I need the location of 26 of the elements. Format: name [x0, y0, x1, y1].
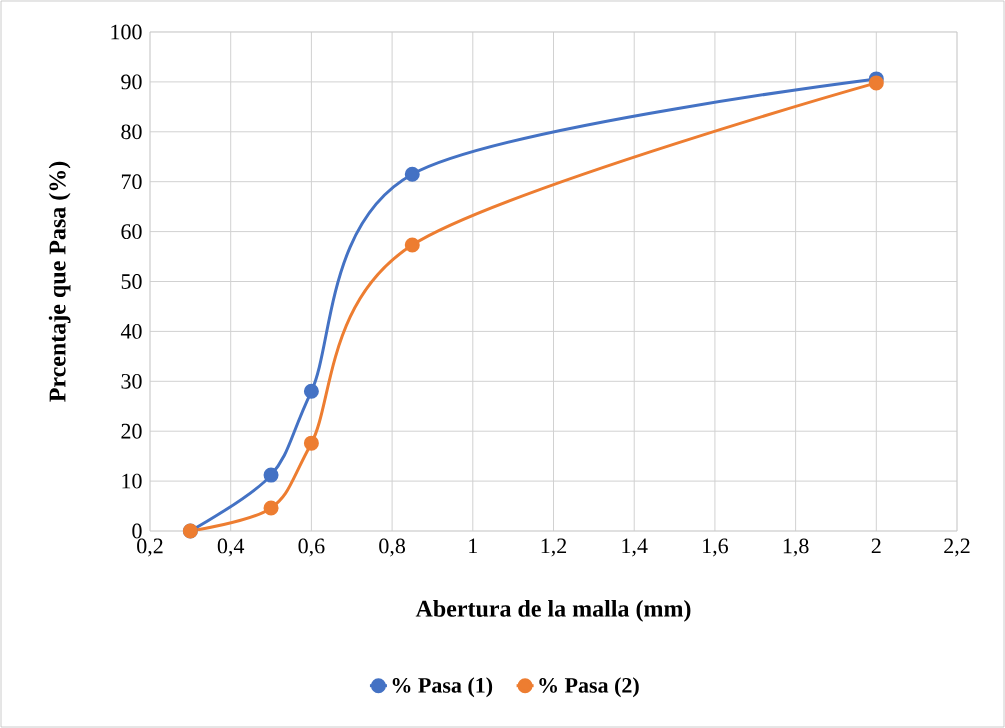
y-tick-label: 40 — [120, 323, 142, 339]
y-axis-title: Prcentaje que Pasa (%) — [48, 161, 71, 402]
x-tick-label: 2,2 — [944, 538, 970, 557]
x-tick-label: 1,2 — [541, 538, 567, 557]
y-tick-label: 30 — [121, 373, 142, 389]
y-tick-label: 10 — [122, 473, 142, 489]
x-tick-label: 2 — [871, 538, 881, 554]
x-tick-label: 1 — [469, 538, 477, 554]
y-tick-label: 50 — [121, 274, 142, 289]
y-tick-label: 60 — [121, 224, 142, 240]
x-tick-label: 0,8 — [379, 538, 406, 557]
x-tick-label: 1,6 — [703, 538, 728, 557]
x-tick-label: 1,4 — [622, 538, 648, 557]
x-tick-label: 0,4 — [217, 538, 245, 557]
y-tick-label: 80 — [121, 124, 142, 140]
x-axis-title: Abertura de la malla (mm) — [415, 599, 691, 622]
y-tick-label: 100 — [111, 24, 142, 40]
y-tick-label: 20 — [121, 423, 142, 439]
y-tick-label: 70 — [121, 174, 142, 190]
y-tick-label: 0 — [132, 523, 142, 539]
legend-label: % Pasa (2) — [539, 677, 639, 698]
x-tick-label: 0,6 — [298, 538, 325, 557]
legend-label: % Pasa (1) — [392, 677, 493, 698]
x-tick-label: 0,2 — [137, 538, 163, 557]
x-tick-label: 1,8 — [783, 538, 809, 557]
y-tick-label: 90 — [121, 74, 142, 90]
